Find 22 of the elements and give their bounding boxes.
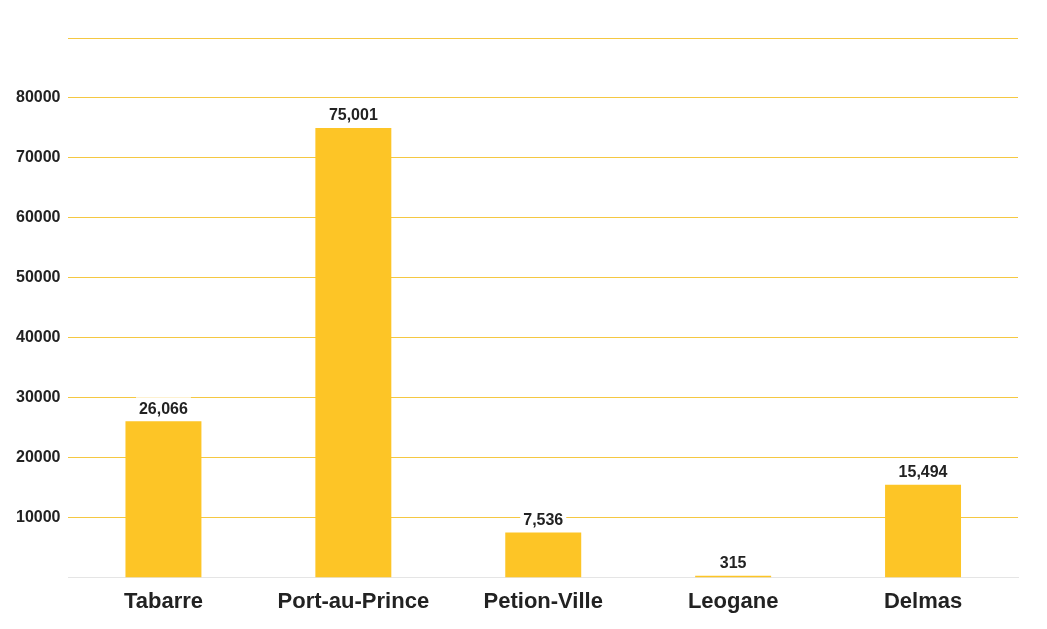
data-label: 26,066	[138, 399, 189, 417]
y-tick-label: 60000	[15, 208, 61, 226]
x-tick-label: Tabarre	[123, 587, 203, 613]
data-label: 15,494	[898, 463, 948, 481]
data-label: 315	[719, 554, 747, 572]
y-tick-label: 50000	[15, 268, 61, 286]
x-tick-label: Leogane	[687, 587, 779, 613]
y-tick-label: 70000	[15, 148, 61, 166]
data-label: 75,001	[328, 106, 378, 124]
x-tick-label: Port-au-Prince	[277, 587, 430, 613]
bar	[885, 484, 962, 578]
y-tick-label: 10000	[15, 508, 61, 526]
bar	[505, 532, 582, 578]
x-tick-label: Petion-Ville	[483, 587, 603, 613]
bar	[125, 421, 202, 578]
y-tick-label: 30000	[15, 388, 61, 406]
data-label: 7,536	[523, 510, 564, 528]
y-tick-label: 20000	[15, 448, 61, 466]
y-tick-label: 80000	[15, 88, 61, 106]
x-tick-label: Delmas	[883, 587, 963, 613]
y-tick-label: 40000	[15, 328, 61, 346]
bar	[315, 127, 392, 578]
